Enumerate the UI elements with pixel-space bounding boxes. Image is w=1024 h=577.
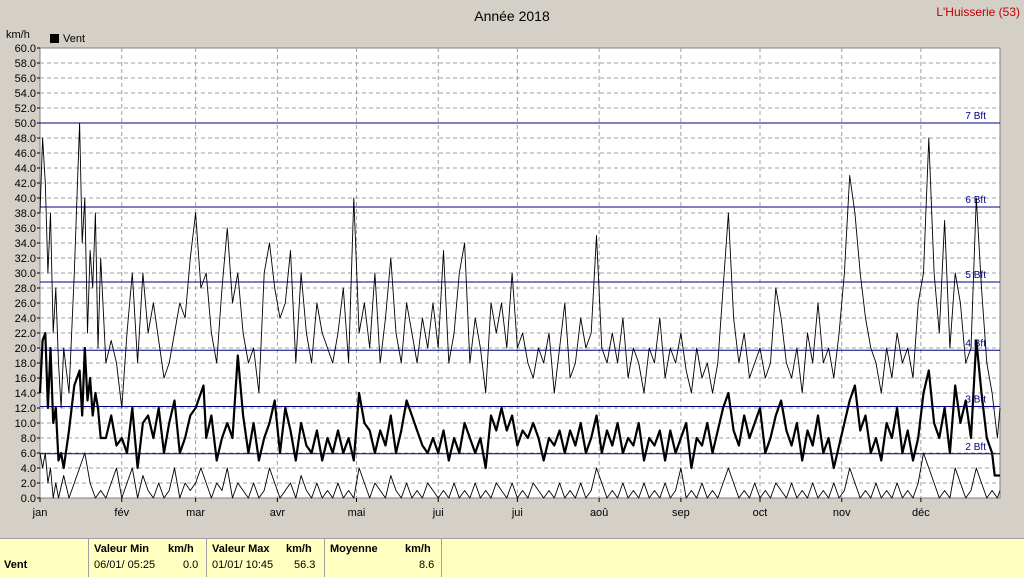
y-tick-label: 60.0	[15, 43, 36, 55]
grid	[40, 48, 1000, 498]
y-tick-label: 44.0	[15, 163, 36, 175]
beaufort-label: 5 Bft	[965, 270, 986, 281]
footer-min-label: Valeur Min	[94, 543, 150, 555]
footer-divider	[441, 539, 442, 577]
y-tick-label: 28.0	[15, 283, 36, 295]
footer-min-value: 0.0	[183, 559, 199, 571]
legend-swatch-vent	[50, 34, 59, 43]
footer-max-value: 56.3	[294, 559, 316, 571]
x-tick-label: jui	[432, 507, 444, 519]
y-tick-label: 14.0	[15, 388, 36, 400]
legend-label-vent: Vent	[63, 33, 85, 45]
x-tick-label: mar	[186, 507, 205, 519]
y-tick-label: 2.0	[21, 478, 36, 490]
y-tick-label: 58.0	[15, 58, 36, 70]
y-tick-label: 24.0	[15, 313, 36, 325]
y-tick-label: 38.0	[15, 208, 36, 220]
y-tick-label: 18.0	[15, 358, 36, 370]
x-tick-label: mai	[348, 507, 366, 519]
y-tick-label: 26.0	[15, 298, 36, 310]
y-tick-label: 46.0	[15, 148, 36, 160]
footer-divider	[206, 539, 207, 577]
y-tick-label: 30.0	[15, 268, 36, 280]
y-tick-label: 4.0	[21, 463, 36, 475]
x-tick-label: jan	[32, 507, 48, 519]
y-tick-label: 22.0	[15, 328, 36, 340]
footer-divider	[88, 539, 89, 577]
footer-avg-value: 8.6	[419, 559, 435, 571]
footer-avg-unit: km/h	[405, 543, 431, 555]
series-line-mean	[38, 331, 1000, 477]
y-axis-label: km/h	[6, 29, 30, 41]
x-tick-label: aoû	[590, 507, 608, 519]
chart-title: Année 2018	[474, 8, 550, 24]
beaufort-label: 2 Bft	[965, 442, 986, 453]
series	[38, 122, 1001, 499]
series-line-gust	[39, 122, 1001, 439]
y-tick-label: 0.0	[21, 493, 36, 505]
x-tick-label: fév	[114, 507, 129, 519]
x-tick-label: sep	[672, 507, 690, 519]
footer-min-datetime: 06/01/ 05:25	[94, 559, 156, 571]
y-tick-label: 40.0	[15, 193, 36, 205]
y-tick-label: 8.0	[21, 433, 36, 445]
y-tick-label: 16.0	[15, 373, 36, 385]
x-axis-ticks: jan fév mar avr mai jui jui aoû sep oct nov déc	[32, 498, 930, 519]
y-tick-label: 48.0	[15, 133, 36, 145]
beaufort-label: 3 Bft	[965, 395, 986, 406]
y-tick-label: 56.0	[15, 73, 36, 85]
footer-min-unit: km/h	[168, 543, 194, 555]
series-line-min	[39, 452, 1001, 499]
x-tick-label: avr	[270, 507, 286, 519]
y-tick-label: 50.0	[15, 118, 36, 130]
x-tick-label: déc	[912, 507, 930, 519]
beaufort-label: 7 Bft	[965, 111, 986, 122]
footer-series-label: Vent	[4, 559, 28, 571]
footer-max-datetime: 01/01/ 10:45	[212, 559, 274, 571]
y-tick-label: 6.0	[21, 448, 36, 460]
y-axis-ticks: 0.0 2.0 4.0 6.0 8.0 10.0 12.0 14.0 16.0 18.0 20.0 2…	[15, 43, 40, 505]
footer-divider	[324, 539, 325, 577]
y-tick-label: 52.0	[15, 103, 36, 115]
y-tick-label: 54.0	[15, 88, 36, 100]
y-tick-label: 34.0	[15, 238, 36, 250]
y-tick-label: 36.0	[15, 223, 36, 235]
x-tick-label: oct	[753, 507, 768, 519]
y-tick-label: 42.0	[15, 178, 36, 190]
y-tick-label: 10.0	[15, 418, 36, 430]
x-tick-label: jui	[511, 507, 523, 519]
footer-max-label: Valeur Max	[212, 543, 270, 555]
x-tick-label: nov	[833, 507, 851, 519]
y-tick-label: 12.0	[15, 403, 36, 415]
footer-avg-label: Moyenne	[330, 543, 378, 555]
station-name: L'Huisserie (53)	[936, 5, 1020, 19]
y-tick-label: 32.0	[15, 253, 36, 265]
stats-footer: Vent Valeur Min km/h 06/01/ 05:25 0.0 Va…	[0, 538, 1024, 577]
footer-max-unit: km/h	[286, 543, 312, 555]
y-tick-label: 20.0	[15, 343, 36, 355]
